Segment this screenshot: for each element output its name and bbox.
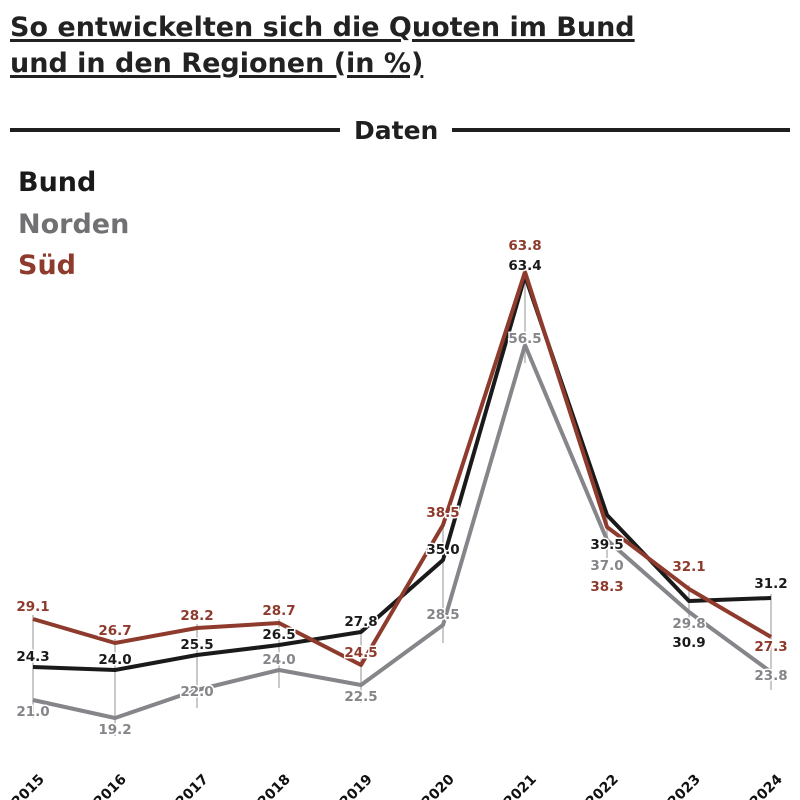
x-tick-label: 2015 [9, 772, 48, 800]
x-tick-label: 2022 [583, 772, 622, 800]
chart-title-line1: So entwickelten sich die Quoten im Bund [10, 12, 635, 43]
point-label: 28.5 [426, 607, 459, 623]
point-label: 63.4 [508, 258, 541, 274]
point-label: 25.5 [180, 637, 213, 653]
x-tick-label: 2016 [91, 772, 130, 800]
point-label: 22.0 [180, 684, 213, 700]
legend-item-bund: Bund [18, 167, 97, 198]
series-line-bund [32, 274, 772, 672]
point-label: 26.5 [262, 627, 295, 643]
point-label: 31.2 [754, 576, 787, 592]
point-label: 24.3 [16, 649, 49, 665]
legend-item-norden: Norden [18, 208, 130, 240]
point-label: 29.1 [16, 599, 49, 615]
point-label: 27.3 [754, 639, 787, 655]
x-tick-label: 2021 [501, 772, 540, 800]
divider-label: Daten [354, 115, 439, 145]
point-label: 24.0 [98, 652, 131, 668]
chart-title: So entwickelten sich die Quoten im Bund … [10, 10, 750, 81]
x-tick-label: 2020 [419, 771, 458, 800]
point-label: 38.3 [590, 579, 623, 595]
point-label: 29.8 [672, 616, 705, 632]
chart-legend: Bund Norden Süd [18, 168, 129, 281]
x-tick-label: 2023 [665, 772, 704, 800]
divider-rule-right [452, 128, 790, 132]
point-label: 23.8 [754, 668, 787, 684]
point-label: 32.1 [672, 559, 705, 575]
section-divider: Daten [10, 112, 790, 148]
point-label: 39.5 [590, 537, 623, 553]
series-line-norden [32, 343, 773, 720]
chart-title-line2: und in den Regionen (in %) [10, 47, 424, 79]
point-label: 38.5 [426, 505, 459, 521]
point-label: 35.0 [426, 542, 459, 558]
point-label: 24.0 [262, 652, 295, 668]
point-label: 27.8 [344, 614, 377, 630]
point-label: 28.2 [180, 608, 213, 624]
point-label: 26.7 [98, 623, 131, 639]
x-tick-label: 2017 [173, 772, 212, 800]
point-label: 56.5 [508, 331, 541, 347]
point-label: 30.9 [672, 635, 705, 651]
divider-rule-left [10, 128, 340, 132]
point-label: 63.8 [508, 238, 541, 254]
x-tick-label: 2024 [747, 771, 786, 800]
series-line-süd [32, 270, 773, 667]
point-label: 21.0 [16, 704, 49, 720]
point-label: 37.0 [590, 558, 623, 574]
point-label: 19.2 [98, 722, 131, 738]
x-tick-label: 2018 [255, 772, 294, 800]
point-label: 22.5 [344, 689, 377, 705]
x-tick-label: 2019 [337, 772, 376, 800]
legend-item-sued: Süd [18, 250, 76, 282]
point-label: 24.5 [344, 645, 377, 661]
point-label: 28.7 [262, 603, 295, 619]
